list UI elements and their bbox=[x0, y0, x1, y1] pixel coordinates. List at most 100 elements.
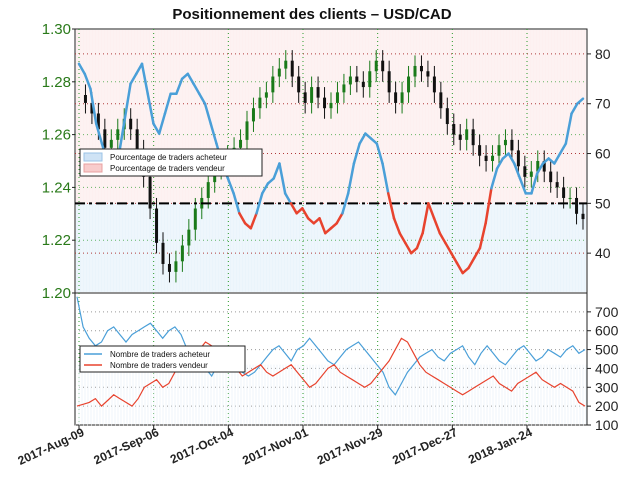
date-tick-label: 2017-Dec-27 bbox=[390, 425, 460, 467]
price-tick-label: 1.30 bbox=[42, 21, 71, 38]
candle-body bbox=[271, 76, 275, 93]
candle-body bbox=[465, 129, 469, 140]
percent-line-segment bbox=[421, 202, 430, 235]
percent-line-segment bbox=[249, 212, 258, 230]
percent-line-segment bbox=[364, 132, 373, 140]
percent-line-segment bbox=[232, 192, 241, 215]
candle-body bbox=[368, 71, 372, 88]
date-axis-ticks: 2017-Aug-09 2017-Sep-06 2017-Oct-04 2017-No… bbox=[16, 425, 535, 468]
candle-body bbox=[116, 129, 120, 140]
candle-body bbox=[335, 92, 339, 103]
percent-line-segment bbox=[94, 122, 104, 145]
candle-body bbox=[426, 71, 430, 77]
percent-line-segment bbox=[129, 72, 138, 86]
percent-line-segment bbox=[192, 82, 201, 96]
candle-body bbox=[290, 60, 294, 77]
candle-body bbox=[471, 129, 475, 146]
percent-line-segment bbox=[467, 256, 476, 270]
percent-tick-label: 50 bbox=[595, 195, 611, 211]
candle-body bbox=[478, 145, 482, 156]
candle-body bbox=[452, 124, 456, 135]
percent-line-segment bbox=[427, 202, 436, 220]
percent-line-segment bbox=[358, 132, 367, 145]
date-tick-label: 2018-Jan-24 bbox=[466, 425, 534, 467]
date-tick-label: 2017-Oct-04 bbox=[168, 425, 236, 467]
legend-seller-count-label: Nombre de traders vendeur bbox=[110, 361, 208, 370]
percent-line-segment bbox=[415, 231, 424, 250]
candle-body bbox=[329, 102, 333, 109]
candle-body bbox=[161, 242, 165, 264]
candle-body bbox=[374, 60, 378, 72]
percent-line-segment bbox=[283, 192, 293, 205]
count-axis-ticks: 100 200 300 400 500 600 700 bbox=[587, 304, 619, 433]
candle-body bbox=[491, 155, 495, 161]
percent-line-segment bbox=[541, 157, 550, 165]
percent-line-segment bbox=[266, 177, 275, 185]
candle-body bbox=[258, 97, 262, 109]
percent-line-segment bbox=[553, 152, 562, 165]
candle-body bbox=[323, 97, 327, 109]
percent-line-segment bbox=[324, 226, 333, 235]
candle-body bbox=[148, 176, 152, 209]
percent-line-segment bbox=[369, 137, 379, 145]
percent-line-segment bbox=[444, 241, 453, 255]
percent-line-segment bbox=[346, 162, 356, 195]
percent-line-segment bbox=[289, 202, 298, 215]
percent-axis-ticks: 40 50 60 70 80 bbox=[587, 46, 611, 261]
candle-body bbox=[83, 95, 87, 103]
bottom-legend-box bbox=[79, 345, 246, 373]
seller-count-line bbox=[76, 337, 586, 407]
candle-body bbox=[348, 76, 352, 85]
candle-body bbox=[432, 76, 436, 93]
buyer-count-line bbox=[76, 296, 586, 396]
candle-body bbox=[239, 139, 243, 148]
percent-tick-label: 60 bbox=[595, 146, 611, 162]
price-tick-label: 1.28 bbox=[42, 74, 71, 91]
buyer-swatch bbox=[83, 152, 103, 162]
percent-line-segment bbox=[146, 92, 155, 125]
count-tick-label: 300 bbox=[595, 379, 619, 395]
date-tick-label: 2017-Aug-09 bbox=[16, 425, 87, 468]
candle-body bbox=[342, 84, 346, 93]
date-tick-label: 2017-Sep-06 bbox=[92, 425, 162, 467]
percent-line-segment bbox=[140, 62, 149, 96]
candle-body bbox=[413, 65, 417, 77]
legend-buyer-count-label: Nombre de traders acheteur bbox=[110, 350, 210, 359]
candle-body bbox=[510, 139, 514, 151]
candle-body bbox=[542, 161, 546, 172]
candle-body bbox=[387, 71, 391, 93]
percent-line-segment bbox=[398, 231, 407, 245]
candle-body bbox=[245, 121, 249, 140]
percent-line-segment bbox=[261, 182, 270, 195]
percent-line-segment bbox=[387, 192, 396, 220]
seller-swatch bbox=[83, 163, 103, 173]
candle-body bbox=[381, 60, 385, 72]
count-tick-label: 700 bbox=[595, 304, 619, 320]
candle-body bbox=[407, 76, 411, 93]
percent-line-segment bbox=[404, 241, 413, 255]
candle-body bbox=[484, 155, 488, 161]
percent-line-segment bbox=[375, 142, 384, 165]
candle-body bbox=[361, 81, 365, 88]
top-panel-grid bbox=[75, 29, 587, 293]
percent-line-segment bbox=[564, 112, 573, 145]
candle-body bbox=[536, 161, 540, 172]
percent-line-segment bbox=[409, 246, 419, 255]
percent-line-segment bbox=[461, 266, 470, 275]
percent-line-segment bbox=[306, 217, 316, 225]
percent-line-segment bbox=[484, 187, 493, 225]
percent-line-segment bbox=[152, 122, 161, 135]
date-tick-label: 2017-Nov-01 bbox=[240, 425, 310, 468]
count-tick-label: 100 bbox=[595, 417, 619, 433]
percent-line-segment bbox=[77, 62, 86, 76]
candle-body bbox=[394, 92, 398, 103]
percent-tick-label: 80 bbox=[595, 46, 611, 62]
bottom-legend: Nombre de traders acheteur Nombre de tra… bbox=[79, 345, 246, 373]
candle-body bbox=[297, 76, 301, 93]
count-tick-label: 200 bbox=[595, 398, 619, 414]
percent-line-segment bbox=[203, 102, 212, 125]
percent-line-segment bbox=[198, 92, 207, 105]
percent-line-segment bbox=[117, 117, 127, 155]
candle-body bbox=[303, 92, 307, 103]
percent-line-segment bbox=[186, 72, 195, 86]
